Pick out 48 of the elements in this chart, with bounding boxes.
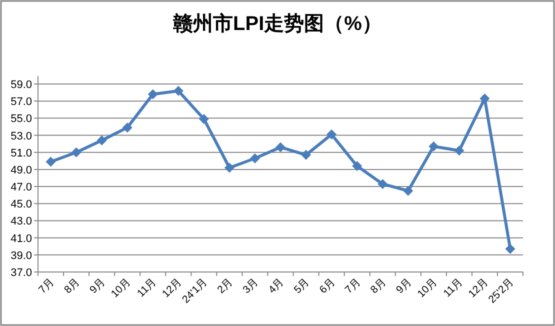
x-tick-label: 8月 xyxy=(62,276,82,296)
point xyxy=(276,142,286,152)
point xyxy=(378,178,388,189)
x-tick-label: 9月 xyxy=(88,276,108,296)
x-tick-label: 10月 xyxy=(415,276,440,300)
x-tick-label: 24'1月 xyxy=(180,276,210,306)
y-tick-label: 53.0 xyxy=(10,130,32,142)
y-tick-label: 49.0 xyxy=(10,164,32,176)
chart-title: 赣州市LPI走势图（%） xyxy=(172,12,382,35)
point xyxy=(122,122,132,133)
point xyxy=(148,89,158,100)
point xyxy=(250,153,260,164)
x-tick-label: 25'2月 xyxy=(486,276,516,306)
point xyxy=(403,186,414,196)
y-tick-label: 59.0 xyxy=(10,79,32,91)
y-tick-label: 57.0 xyxy=(10,96,32,108)
point xyxy=(428,141,439,152)
x-tick-label: 2月 xyxy=(215,276,236,296)
point xyxy=(71,147,82,158)
y-tick-label: 39.0 xyxy=(10,250,32,262)
y-tick-label: 45.0 xyxy=(10,198,32,211)
x-tick-label: 11月 xyxy=(441,276,466,300)
y-tick-label: 51.0 xyxy=(10,147,32,160)
point xyxy=(326,129,337,140)
y-tick-label: 55.0 xyxy=(10,113,32,126)
y-tick-label: 47.0 xyxy=(10,182,32,194)
x-tick-label: 10月 xyxy=(108,276,134,300)
x-tick-label: 4月 xyxy=(266,276,287,296)
x-tick-label: 8月 xyxy=(368,276,389,296)
y-tick-label: 37.0 xyxy=(10,267,32,279)
x-tick-label: 11月 xyxy=(135,276,159,300)
x-tick-label: 5月 xyxy=(292,276,312,296)
point xyxy=(301,150,312,160)
point xyxy=(173,86,184,96)
point xyxy=(198,114,209,124)
point xyxy=(454,146,464,156)
x-tick-label: 9月 xyxy=(394,276,414,296)
point xyxy=(46,156,56,167)
x-tick-label: 6月 xyxy=(317,276,338,296)
y-tick-label: 43.0 xyxy=(10,216,32,228)
point xyxy=(224,162,234,173)
x-tick-label: 7月 xyxy=(36,276,57,296)
point xyxy=(96,135,107,146)
point xyxy=(505,244,516,254)
y-tick-label: 41.0 xyxy=(10,232,32,245)
x-tick-label: 7月 xyxy=(342,276,364,296)
point xyxy=(352,161,362,172)
x-tick-label: 3月 xyxy=(240,276,262,296)
